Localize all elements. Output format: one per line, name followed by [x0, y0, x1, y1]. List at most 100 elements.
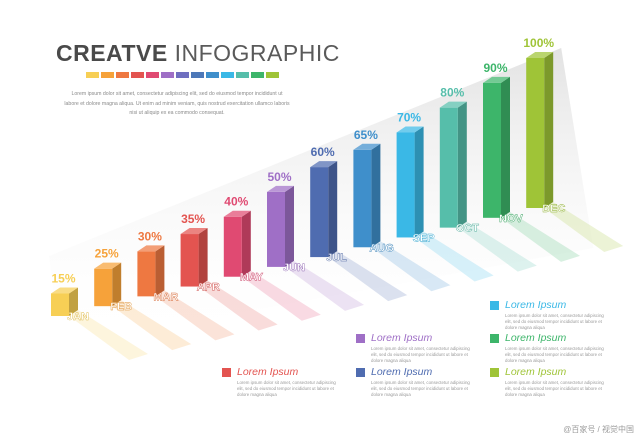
bar-shadow-jan — [69, 310, 148, 360]
legend-swatch — [356, 333, 365, 343]
bar-side-jun — [285, 185, 294, 267]
bar-shadow-jul — [328, 251, 408, 302]
legend-item-1: Lorem Ipsum Lorem ipsum dolor sit amet, … — [222, 366, 340, 398]
swatch-4 — [131, 72, 144, 78]
intro-text: Lorem ipsum dolor sit amet, consectetur … — [64, 91, 290, 116]
bar-side-aug — [371, 143, 381, 248]
legend-desc: Lorem ipsum dolor sit amet, consectetur … — [371, 380, 470, 397]
swatch-10 — [221, 72, 234, 78]
month-label-feb: FEB — [110, 301, 132, 313]
bar-top-dec — [526, 52, 554, 58]
bar-side-jan — [69, 287, 78, 316]
bar-top-aug — [353, 143, 381, 150]
bar-top-jun — [267, 185, 294, 192]
color-swatch-strip — [86, 72, 279, 78]
bar-side-may — [241, 210, 251, 277]
bar-shadow-nov — [501, 211, 580, 262]
legend-label: Lorem Ipsum — [371, 332, 433, 344]
swatch-7 — [176, 72, 189, 78]
legend-desc: Lorem ipsum dolor sit amet, consectetur … — [237, 380, 336, 397]
bar-side-nov — [501, 76, 510, 218]
legend-swatch — [356, 367, 365, 377]
swatch-3 — [116, 72, 129, 78]
bar-shadow-feb — [112, 300, 192, 351]
legend-swatch — [490, 333, 499, 343]
month-label-jul: JUL — [326, 252, 347, 264]
bar-side-apr — [198, 228, 208, 287]
bar-top-feb — [94, 262, 122, 269]
swatch-8 — [191, 72, 204, 78]
bar-mar — [137, 251, 156, 297]
swatch-13 — [266, 72, 279, 78]
legend-item-2: Lorem Ipsum Lorem ipsum dolor sit amet, … — [356, 332, 474, 364]
legend-label: Lorem Ipsum — [371, 366, 433, 378]
bar-side-feb — [112, 262, 122, 307]
bar-top-oct — [439, 101, 467, 108]
bar-oct — [439, 107, 458, 228]
month-label-mar: MAR — [153, 291, 178, 303]
month-label-dec: DEC — [542, 203, 565, 215]
value-label-nov: 90% — [483, 61, 507, 75]
bar-side-jul — [328, 161, 338, 258]
month-label-jun: JUN — [283, 262, 305, 274]
legend-item-6: Lorem Ipsum Lorem ipsum dolor sit amet, … — [490, 366, 608, 398]
bar-shadow-apr — [198, 280, 278, 331]
bar-shadow-sep — [414, 231, 494, 282]
legend-desc: Lorem ipsum dolor sit amet, consectetur … — [505, 380, 604, 397]
swatch-6 — [161, 72, 174, 78]
month-label-may: MAY — [240, 272, 264, 284]
title-light: INFOGRAPHIC — [174, 40, 340, 66]
legend-swatch — [222, 367, 231, 377]
bar-aug — [353, 149, 372, 248]
value-label-aug: 65% — [354, 128, 378, 142]
bar-shadow-mar — [155, 290, 235, 341]
legend-item-3: Lorem Ipsum Lorem ipsum dolor sit amet, … — [356, 366, 474, 398]
legend-desc: Lorem ipsum dolor sit amet, consectetur … — [371, 346, 470, 363]
bar-top-nov — [483, 76, 510, 83]
bar-jul — [310, 167, 329, 258]
bar-shadow-oct — [457, 221, 537, 272]
bar-apr — [180, 234, 199, 287]
bar-top-mar — [137, 245, 165, 252]
page-title: CREATVE INFOGRAPHIC — [56, 40, 340, 67]
month-label-apr: APR — [197, 282, 220, 294]
value-label-sep: 70% — [397, 110, 421, 124]
month-label-jan: JAN — [67, 311, 89, 323]
title-bold: CREATVE — [56, 40, 168, 66]
bar-shadow-dec — [544, 202, 624, 252]
swatch-2 — [101, 72, 114, 78]
month-label-nov: NOV — [499, 213, 524, 225]
legend-desc: Lorem ipsum dolor sit amet, consectetur … — [505, 313, 604, 330]
bar-top-jul — [310, 161, 338, 168]
bar-side-mar — [155, 245, 165, 297]
bar-top-apr — [180, 228, 208, 235]
legend-desc: Lorem ipsum dolor sit amet, consectetur … — [505, 346, 604, 363]
value-label-may: 40% — [224, 195, 248, 209]
bar-side-dec — [544, 52, 554, 208]
bar-jan — [51, 293, 69, 316]
swatch-5 — [146, 72, 159, 78]
bar-nov — [483, 82, 501, 218]
legend-label: Lorem Ipsum — [505, 299, 567, 311]
swatch-11 — [236, 72, 249, 78]
bar-top-sep — [396, 126, 424, 133]
bar-top-jan — [51, 287, 78, 294]
bar-sep — [396, 132, 415, 238]
swatch-12 — [251, 72, 264, 78]
value-label-dec: 100% — [523, 36, 554, 50]
bar-shadow-jun — [285, 260, 364, 311]
value-label-apr: 35% — [181, 212, 205, 226]
value-label-jun: 50% — [267, 170, 291, 184]
swatch-9 — [206, 72, 219, 78]
watermark: @百家号 / 视觉中国 — [563, 425, 634, 434]
month-label-oct: OCT — [456, 223, 480, 235]
value-label-mar: 30% — [138, 229, 162, 243]
bar-side-oct — [457, 101, 467, 228]
legend-item-4: Lorem Ipsum Lorem ipsum dolor sit amet, … — [490, 299, 608, 331]
bar-shadow-aug — [371, 241, 451, 292]
bar-shadow-may — [241, 270, 321, 321]
value-label-feb: 25% — [95, 247, 119, 261]
bar-side-sep — [414, 126, 424, 238]
